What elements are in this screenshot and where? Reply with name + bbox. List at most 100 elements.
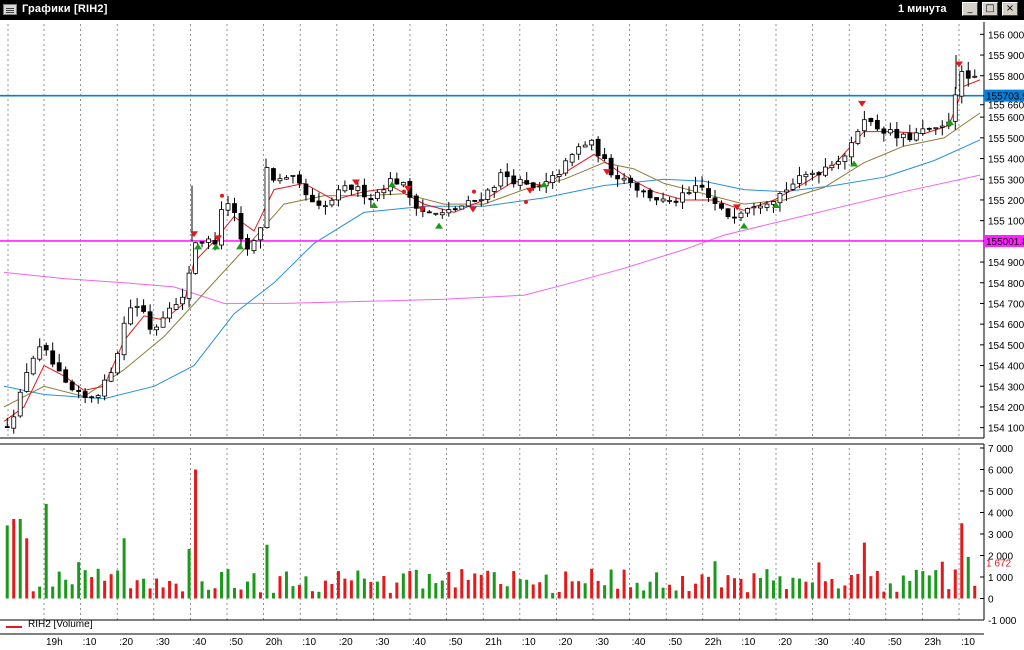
volume-bar [181,591,185,599]
candle-body [336,189,341,201]
volume-bar [531,584,535,599]
volume-bar [486,570,490,599]
volume-bar [200,581,204,599]
candle-body [693,185,698,193]
ema-slow-line [3,139,981,400]
volume-bar [492,572,496,599]
volume-bar [278,576,282,599]
volume-bar [778,576,782,599]
volume-bar [856,573,860,599]
chart-window-icon [3,4,17,15]
candle-body [835,161,841,165]
candle-body [569,154,575,163]
time-tick-label: :50 [888,637,902,648]
volume-bar [583,583,587,599]
volume-bar [362,578,366,599]
volume-bar [51,586,55,599]
horizontal-levels[interactable] [0,94,984,242]
volume-bar [707,576,711,599]
volume-bar [239,589,243,599]
maximize-button[interactable]: □ [982,2,998,16]
volume-bar [674,590,678,599]
candle-body [37,346,43,360]
time-tick-label: :40 [851,637,865,648]
candle-body [167,307,172,319]
volume-bar [668,584,672,599]
price-tick-label: 154 800 [988,279,1024,290]
candle-body [459,205,465,210]
volume-bar [733,578,736,599]
buy-signal-marker [435,222,443,229]
volume-axis[interactable]: 7 000 6 000 5 000 4 000 3 000 2 000 1 000 0 -1 0… [980,444,1017,627]
volume-bar [70,584,74,599]
volume-bar [817,562,821,599]
candle-body [199,241,205,244]
volume-bar [369,582,373,599]
candle-body [251,240,257,252]
volume-panel[interactable] [5,469,977,599]
candle-body [258,227,263,241]
candle-body [660,198,666,202]
time-tick-label: 19h [46,637,63,648]
time-tick-label: :40 [192,637,206,648]
candle-body [926,127,932,130]
volume-bar [291,586,295,599]
candle-body [348,184,354,190]
signal-dot [220,193,224,198]
buy-signal-marker [236,243,244,250]
candle-body [621,177,627,181]
candle-body [790,183,796,190]
buy-signal-marker [740,222,748,229]
volume-bar [687,591,691,599]
time-tick-label: :20 [119,637,133,648]
legend-label: RIH2 [Volume] [28,619,93,630]
volume-bar [895,591,899,599]
volume-bar [830,579,834,599]
volume-bar [694,583,698,599]
price-panel[interactable] [0,55,984,434]
candle-body [965,70,971,79]
time-tick-label: :10 [83,637,97,648]
candle-body [719,203,724,209]
price-level-tag [984,234,1024,247]
volume-bar [538,582,542,599]
sell-signal-marker [214,235,222,242]
volume-bar [875,570,879,599]
price-axis[interactable]: 155703.9 155001.8 156 000 155 900 155 800 155… [980,30,1024,435]
candle-body [24,372,30,392]
volume-bar [148,588,152,599]
volume-bar [843,585,847,599]
volume-bar [336,571,340,599]
volume-bar [427,573,431,599]
price-tick-label: 154 400 [988,362,1024,373]
candle-body [504,171,510,178]
close-button[interactable]: × [1002,2,1018,16]
chart-area[interactable]: 155703.9 155001.8 156 000 155 900 155 800 155… [0,20,1024,650]
volume-bar [155,578,159,599]
candle-body [4,426,10,429]
volume-bar [940,561,944,599]
time-tick-label: :20 [778,637,792,648]
signal-dot [524,200,528,205]
candle-body [855,131,861,144]
buy-signal-marker [946,119,954,126]
volume-bar [271,592,275,599]
volume-bar [440,580,444,599]
volume-tick-label: 2 000 [988,552,1013,563]
candle-body [556,174,562,177]
volume-bar [564,571,568,599]
candle-body [628,177,634,183]
candle-body [673,200,679,203]
minimize-button[interactable]: _ [962,2,978,16]
volume-bar [323,580,327,599]
time-axis[interactable]: 19h:10:20:30:40:50 20h:10:20:30:40:50 21h:… [46,637,975,648]
candle-body [907,132,913,141]
candle-body [128,307,134,325]
candle-body [180,296,185,305]
price-tick-label: 154 700 [988,299,1024,310]
volume-bar [590,568,594,599]
candle-body [50,350,56,365]
timeframe-label[interactable]: 1 минута [898,3,947,15]
time-tick-label: :30 [595,637,609,648]
candle-body [361,184,367,198]
